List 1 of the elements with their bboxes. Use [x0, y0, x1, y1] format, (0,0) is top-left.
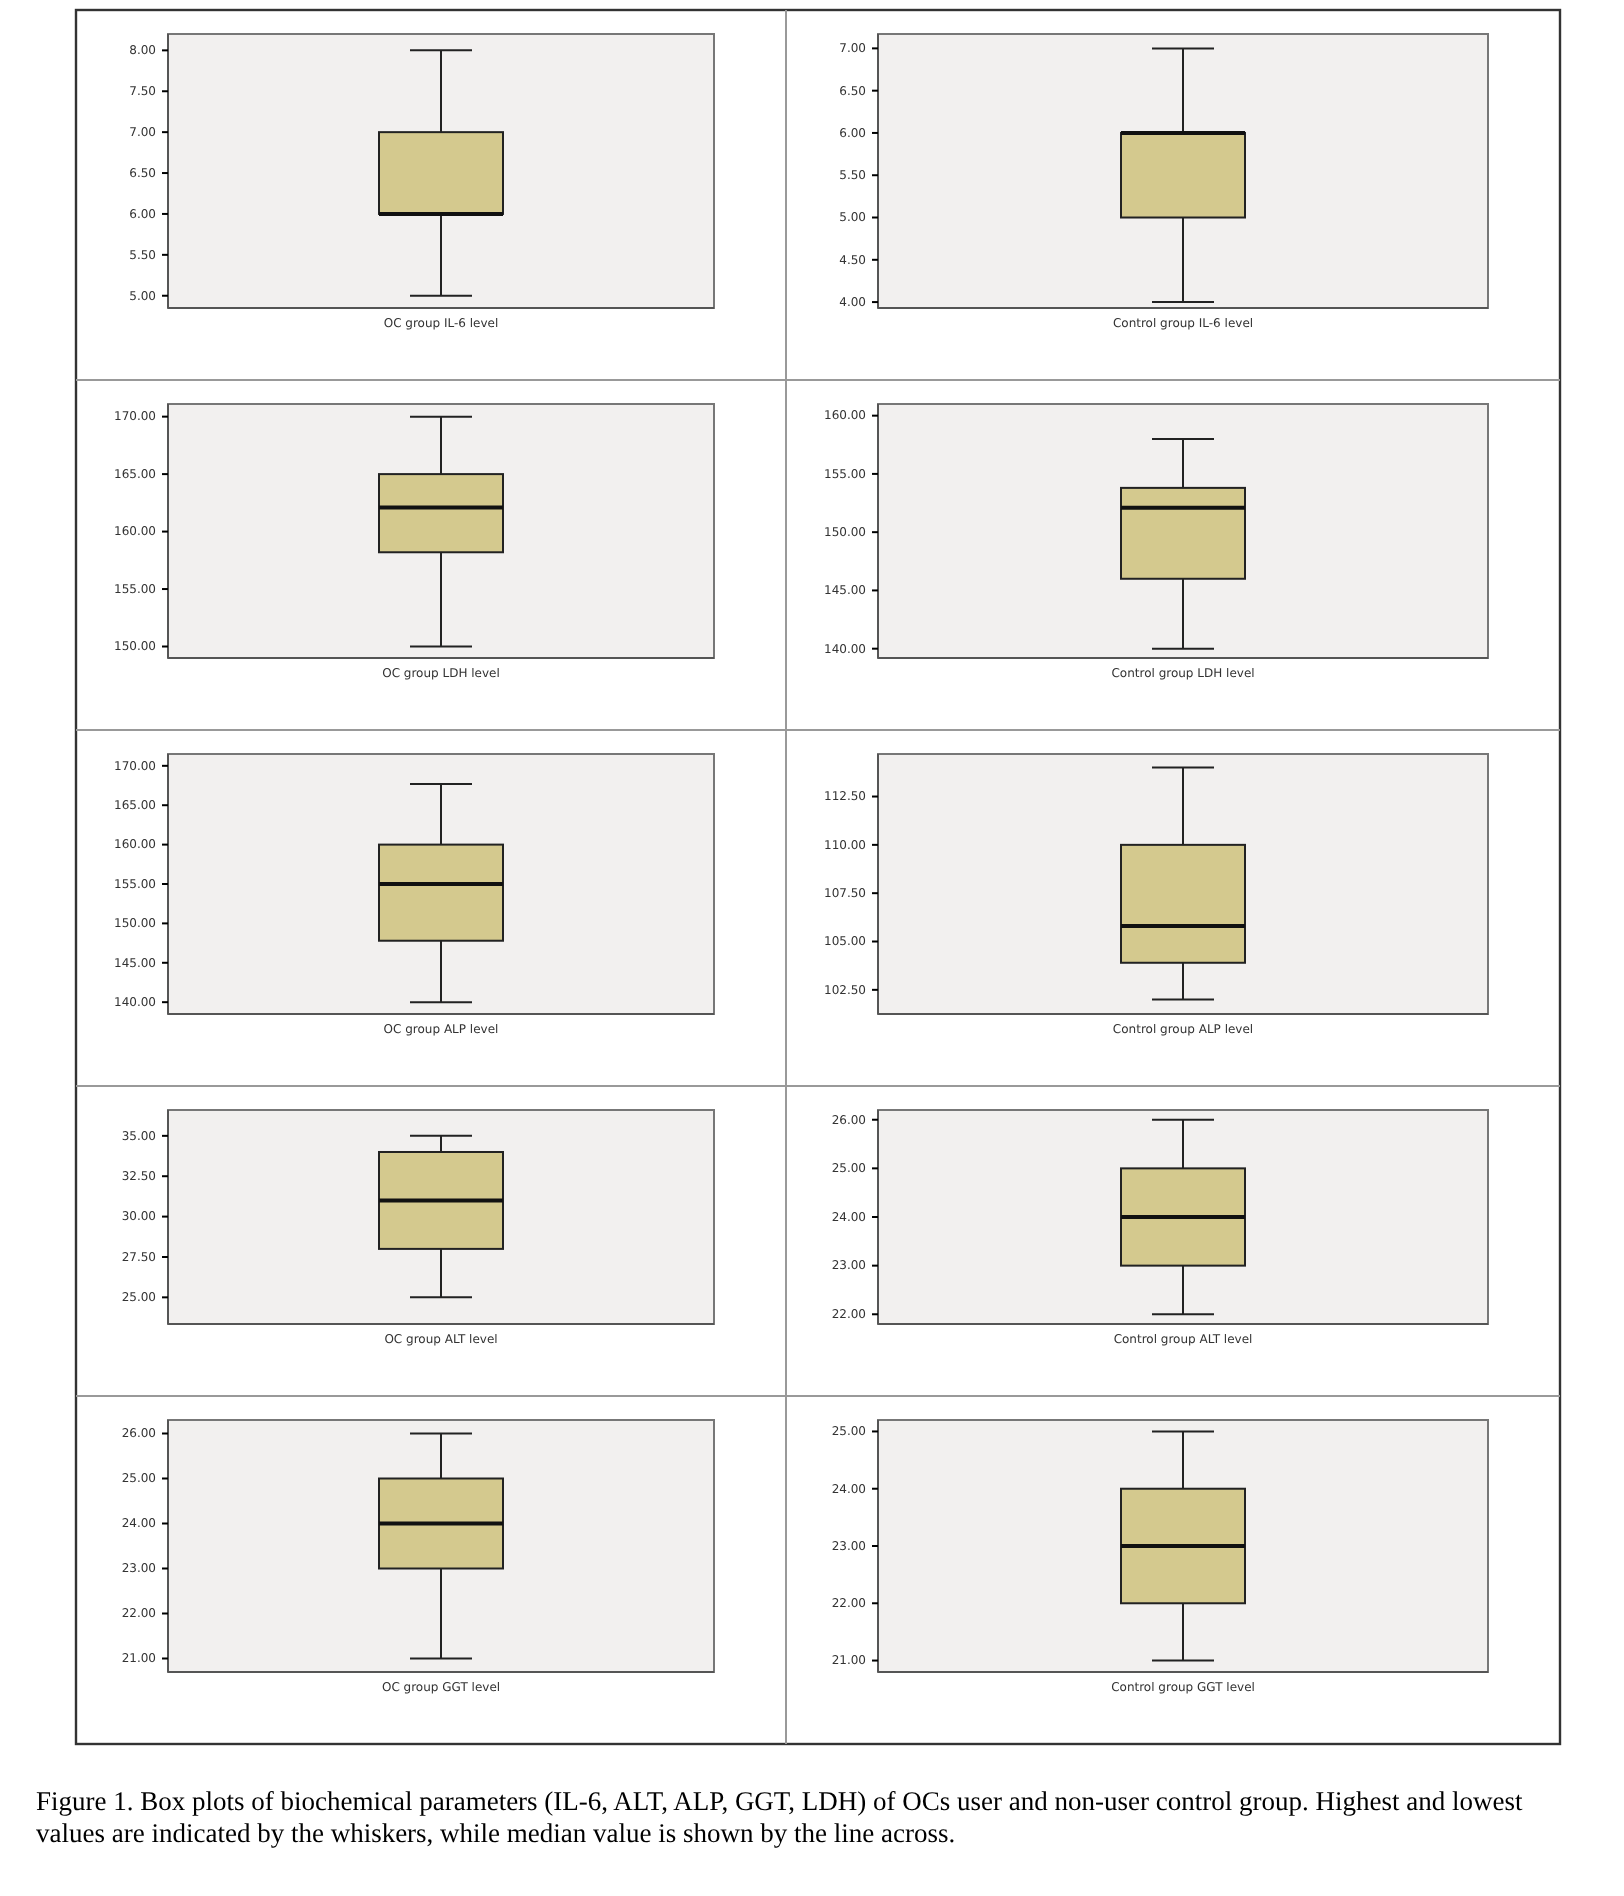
caption: Figure 1. Box plots of biochemical parameters (IL-6, ALT, ALP, GGT, LDH) of OCs user and non-user control group. Highest and lowest values are indicated by the whiskers, while median value is shown by the line across.	[36, 1786, 1523, 1848]
